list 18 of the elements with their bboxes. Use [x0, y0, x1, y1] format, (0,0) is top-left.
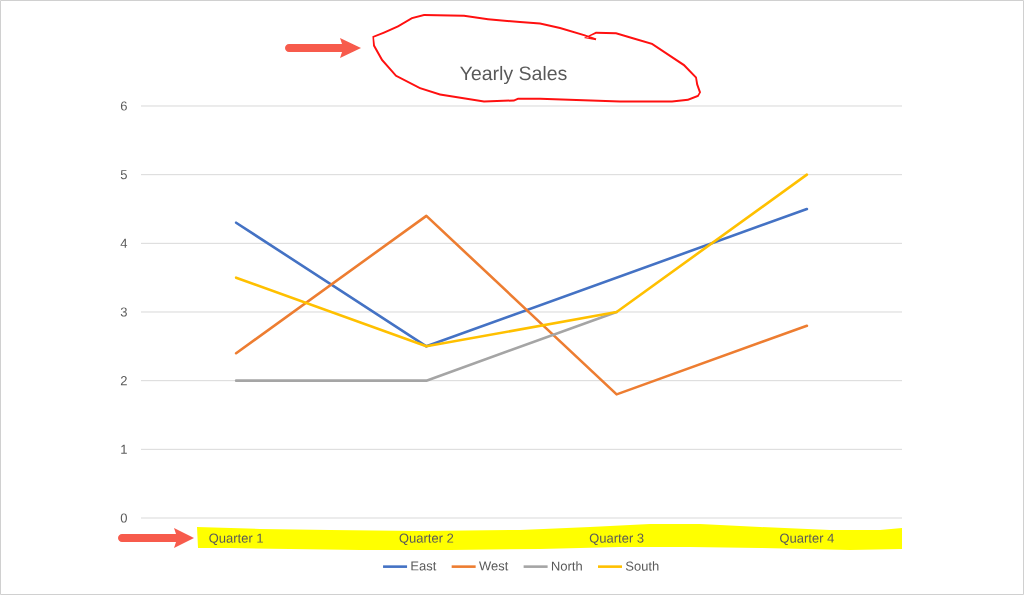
y-tick-label: 2 [120, 376, 127, 386]
line-series [234, 214, 809, 396]
y-tick-label: 3 [120, 307, 127, 317]
x-tick-label: Quarter 4 [780, 533, 834, 546]
legend-label: North [551, 561, 582, 571]
legend-label: South [625, 561, 659, 571]
y-tick-label: 6 [120, 101, 127, 111]
y-tick-label: 4 [120, 238, 128, 248]
line-series [234, 173, 809, 348]
y-tick-label: 0 [120, 513, 127, 523]
y-tick-label: 1 [121, 444, 127, 454]
legend-label: West [479, 561, 509, 571]
y-tick-label: 5 [120, 170, 127, 180]
x-tick-label: Quarter 2 [399, 533, 454, 546]
chart-title: Yearly Sales [460, 65, 567, 85]
legend-label: East [411, 561, 437, 571]
x-tick-label: Quarter 1 [209, 533, 263, 546]
x-tick-label: Quarter 3 [589, 533, 644, 546]
